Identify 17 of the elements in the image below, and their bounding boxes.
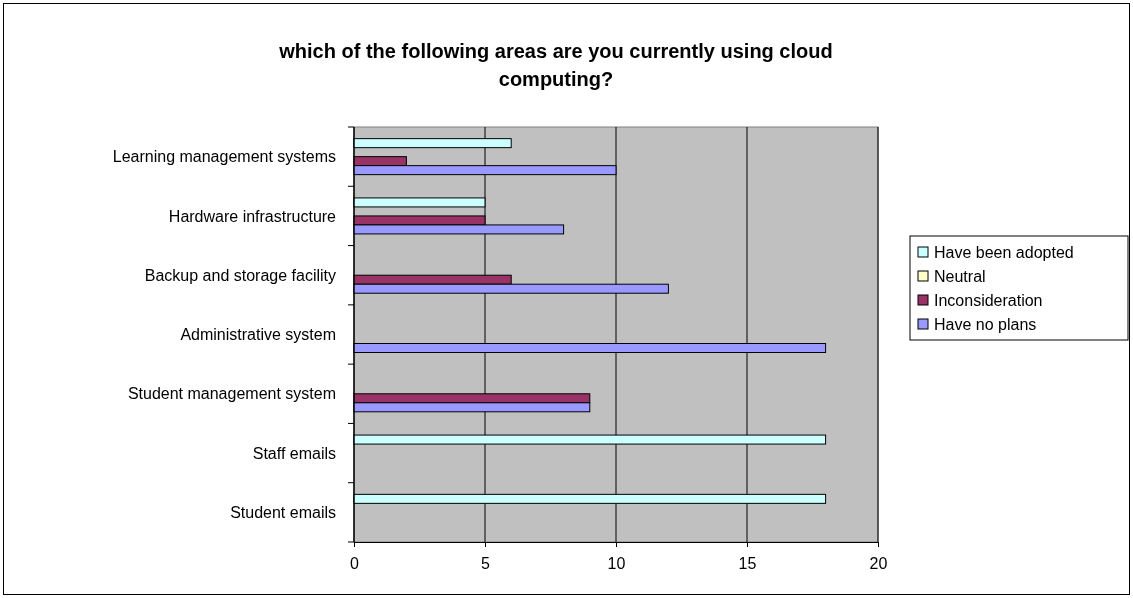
x-tick-label: 0 — [350, 555, 360, 573]
x-tick-label: 20 — [869, 555, 888, 573]
x-tick-label: 10 — [607, 555, 626, 573]
x-tick-label: 15 — [738, 555, 757, 573]
y-tick-label: Staff emails — [252, 444, 336, 462]
legend-label: Have been adopted — [934, 243, 1074, 261]
y-tick-label: Backup and storage facility — [144, 266, 336, 284]
legend-label: Have no plans — [934, 315, 1037, 333]
y-tick-label: Student emails — [230, 503, 336, 521]
legend-label: Inconsideration — [934, 291, 1043, 309]
y-tick-label: Administrative system — [180, 326, 336, 344]
x-tick-label: 5 — [481, 555, 491, 573]
y-tick-label: Hardware infrastructure — [168, 207, 337, 225]
legend-label: Neutral — [934, 267, 986, 285]
chart-title: which of the following areas are you currently using cloud computing? — [278, 40, 833, 90]
y-tick-label: Learning management systems — [112, 148, 336, 166]
y-tick-label: Student management system — [127, 385, 336, 403]
